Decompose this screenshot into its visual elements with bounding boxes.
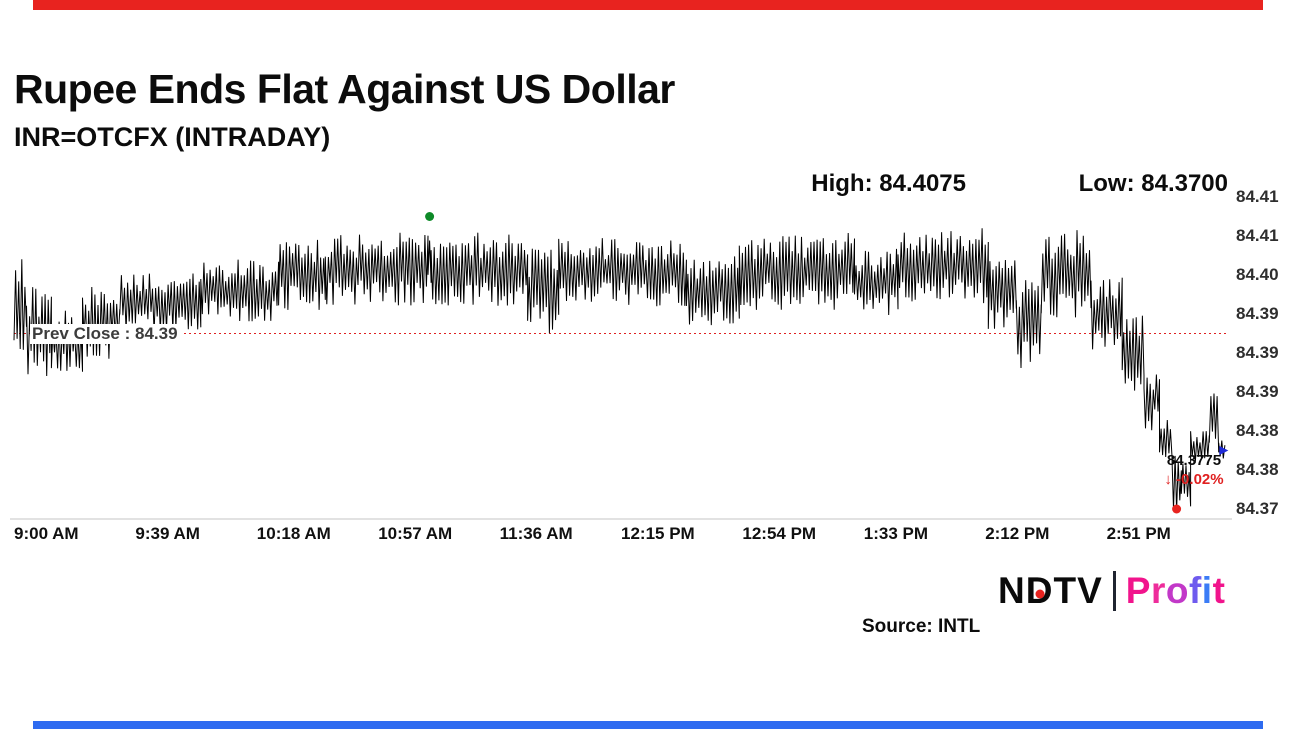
profit-letter: P: [1125, 570, 1151, 611]
profit-letter: f: [1188, 570, 1202, 611]
page-subtitle: INR=OTCFX (INTRADAY): [14, 122, 331, 152]
ndtv-letter: N: [998, 570, 1026, 611]
low-label: Low: 84.3700: [1078, 170, 1228, 197]
x-axis-label: 10:57 AM: [378, 524, 453, 543]
x-axis-label: 12:54 PM: [742, 524, 817, 543]
x-axis: 9:00 AM 9:39 AM 10:18 AM 10:57 AM 11:36 AM 12…: [0, 524, 1296, 546]
page-title: Rupee Ends Flat Against US Dollar: [14, 66, 675, 112]
y-axis: 84.41 84.41 84.40 84.39 84.39 84.39 84.38 84.38…: [1236, 0, 1294, 729]
ndtv-letter: D: [1026, 570, 1054, 612]
ndtv-letter: T: [1053, 570, 1078, 611]
y-axis-label: 84.38: [1236, 460, 1279, 479]
high-point-marker: [425, 212, 435, 221]
y-axis-label: 84.37: [1236, 499, 1279, 518]
high-label: High: 84.4075: [811, 170, 966, 197]
y-axis-label: 84.39: [1236, 382, 1279, 401]
y-axis-label: 84.41: [1236, 226, 1279, 245]
x-axis-label: 9:39 AM: [135, 524, 200, 543]
x-axis-label: 10:18 AM: [256, 524, 331, 543]
profit-letter: r: [1150, 570, 1166, 611]
low-point-marker: [1172, 504, 1182, 514]
x-axis-label: 9:00 AM: [14, 524, 79, 543]
profit-letter: t: [1212, 570, 1226, 611]
bottom-accent-bar: [33, 721, 1263, 729]
logo-separator: [1112, 571, 1116, 611]
y-axis-label: 84.41: [1236, 187, 1279, 206]
change-label: ↓ -0.02%: [1164, 471, 1224, 488]
x-axis-label: 1:33 PM: [863, 524, 929, 543]
last-price-label: 84.3775: [1166, 452, 1222, 469]
y-axis-label: 84.38: [1236, 421, 1279, 440]
x-axis-label: 2:51 PM: [1106, 524, 1171, 543]
top-accent-bar: [33, 0, 1263, 10]
y-axis-label: 84.40: [1236, 265, 1279, 284]
ndtv-wordmark: NDTV: [998, 570, 1103, 612]
x-axis-label: 12:15 PM: [621, 524, 695, 543]
profit-letter: o: [1165, 570, 1189, 611]
price-line: [13, 228, 1226, 511]
x-axis-label: 2:12 PM: [985, 524, 1050, 543]
y-axis-label: 84.39: [1236, 304, 1279, 323]
ndtv-letter: V: [1077, 570, 1103, 611]
last-price-marker: [1219, 446, 1229, 455]
source-label: Source: INTL: [862, 616, 981, 637]
y-axis-label: 84.39: [1236, 343, 1279, 362]
ndtv-red-dot: [1035, 589, 1045, 599]
profit-letter: i: [1201, 570, 1213, 611]
prev-close-label: Prev Close : 84.39: [30, 324, 184, 344]
x-axis-label: 11:36 AM: [499, 524, 573, 543]
